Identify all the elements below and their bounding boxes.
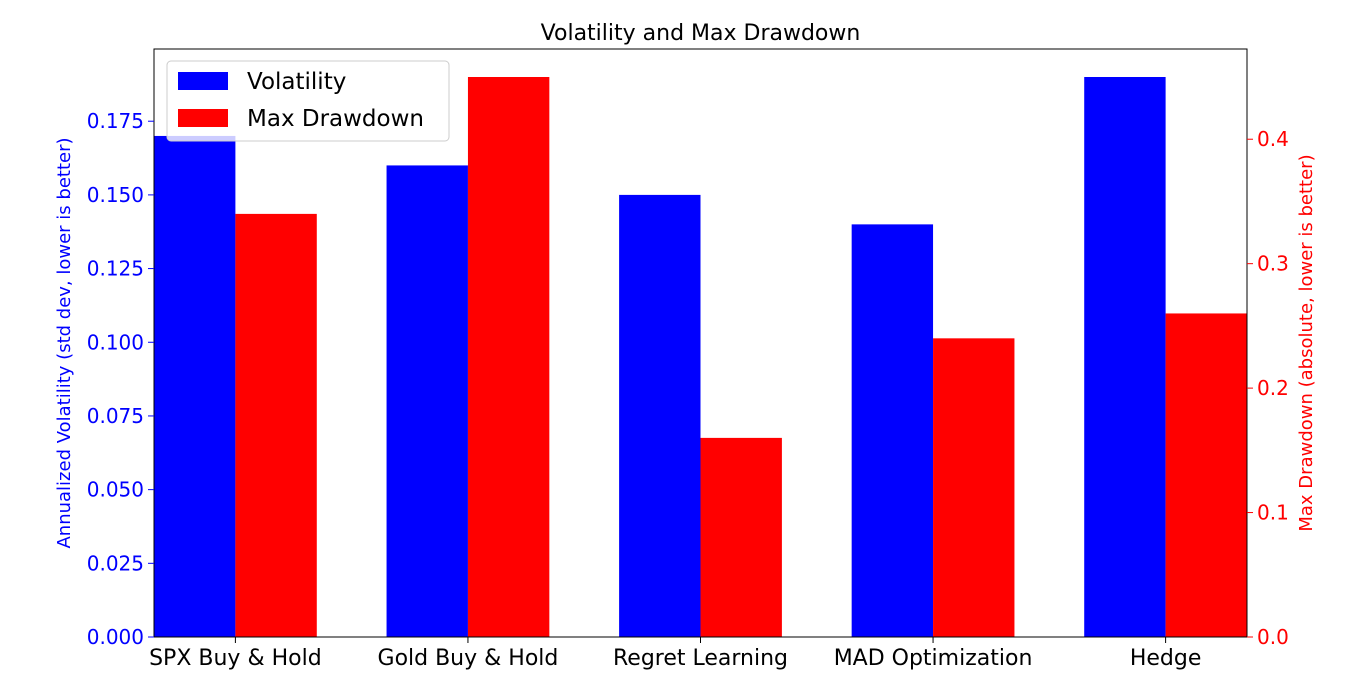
legend-label-volatility: Volatility bbox=[247, 69, 346, 95]
y-axis-right-title: Max Drawdown (absolute, lower is better) bbox=[1296, 154, 1317, 531]
bar-max-drawdown-0 bbox=[235, 213, 317, 637]
y-left-tick-label: 0.075 bbox=[87, 404, 144, 428]
bar-volatility-3 bbox=[851, 224, 934, 638]
x-tick-label: Gold Buy & Hold bbox=[378, 646, 559, 671]
y-left-tick-label: 0.150 bbox=[87, 183, 144, 207]
bar-max-drawdown-1 bbox=[467, 77, 550, 637]
legend-swatch-volatility bbox=[178, 72, 228, 90]
legend-box bbox=[166, 60, 450, 142]
bar-max-drawdown-2 bbox=[700, 437, 782, 637]
bar-volatility-1 bbox=[386, 165, 468, 637]
y-right-tick-label: 0.0 bbox=[1257, 625, 1289, 649]
bar-max-drawdown-4 bbox=[1165, 313, 1247, 637]
y-left-tick-label: 0.125 bbox=[87, 257, 144, 281]
bar-volatility-4 bbox=[1084, 77, 1166, 637]
y-left-tick-label: 0.025 bbox=[87, 551, 144, 575]
bars-layer bbox=[154, 77, 1247, 638]
y-axis-left-title: Annualized Volatility (std dev, lower is… bbox=[54, 137, 75, 548]
legend: Volatility Max Drawdown bbox=[166, 60, 450, 142]
x-tick-label: MAD Optimization bbox=[834, 646, 1033, 671]
x-tick-label: Regret Learning bbox=[613, 646, 788, 671]
bar-max-drawdown-3 bbox=[933, 338, 1015, 637]
x-tick-label: SPX Buy & Hold bbox=[149, 646, 322, 671]
y-left-tick-label: 0.050 bbox=[87, 478, 144, 502]
legend-label-max-drawdown: Max Drawdown bbox=[247, 106, 424, 132]
x-axis: SPX Buy & Hold Gold Buy & Hold Regret Lear… bbox=[149, 637, 1201, 671]
legend-swatch-max-drawdown bbox=[178, 109, 228, 127]
left-axis: 0.000 0.025 0.050 0.075 0.100 0.125 0.150 0.175 bbox=[87, 109, 154, 649]
chart-title: Volatility and Max Drawdown bbox=[541, 21, 861, 46]
x-tick-label: Hedge bbox=[1130, 646, 1202, 671]
y-left-tick-label: 0.100 bbox=[87, 330, 144, 354]
y-left-tick-label: 0.175 bbox=[87, 109, 144, 133]
y-right-tick-label: 0.4 bbox=[1257, 127, 1289, 151]
bar-volatility-0 bbox=[154, 135, 236, 637]
y-left-tick-label: 0.000 bbox=[87, 625, 144, 649]
right-axis: 0.0 0.1 0.2 0.3 0.4 bbox=[1247, 127, 1289, 649]
y-right-tick-label: 0.1 bbox=[1257, 501, 1289, 525]
y-right-tick-label: 0.3 bbox=[1257, 252, 1289, 276]
bar-volatility-2 bbox=[619, 194, 701, 638]
y-right-tick-label: 0.2 bbox=[1257, 376, 1289, 400]
